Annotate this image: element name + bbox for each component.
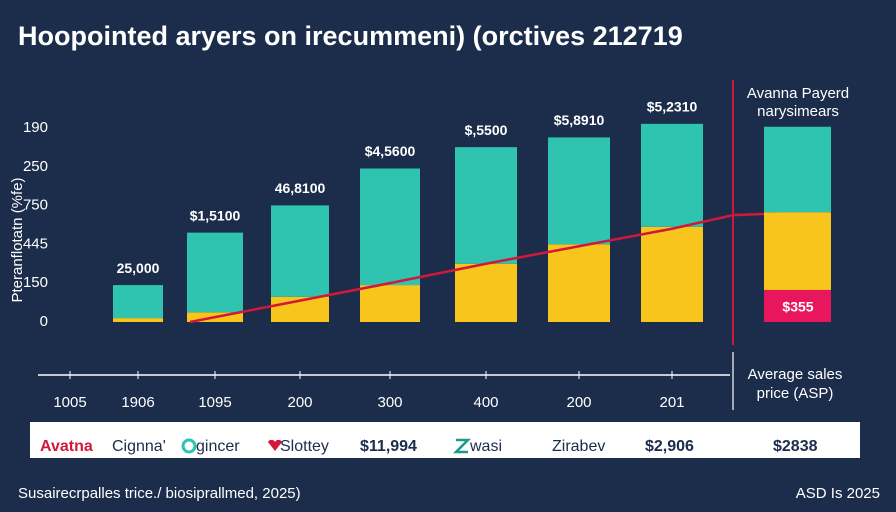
legend-item: Avatna xyxy=(40,438,93,455)
bar-segment xyxy=(548,244,610,322)
side-segment xyxy=(764,289,831,322)
y-tick-label: 190 xyxy=(23,119,48,136)
y-tick-label: 0 xyxy=(40,313,48,330)
trend-line xyxy=(189,210,831,324)
bar-label: $4,5600 xyxy=(365,143,416,159)
bar-segment xyxy=(455,263,517,322)
bar-label: $5,8910 xyxy=(554,112,605,128)
bar-label: $1,5100 xyxy=(190,207,241,223)
y-tick-label: 150 xyxy=(23,274,48,291)
bar-segment xyxy=(360,285,420,322)
legend-item: $2838 xyxy=(773,438,818,455)
legend-item: $11,994 xyxy=(360,438,417,455)
side-segment xyxy=(764,212,831,290)
legend-item: $2,906 xyxy=(645,438,694,455)
bar-segment xyxy=(548,137,610,245)
bar-label: $5,2310 xyxy=(647,99,698,115)
bar-label: $,5500 xyxy=(465,122,508,138)
side-caption: price (ASP) xyxy=(757,385,834,402)
icon xyxy=(181,438,197,454)
bar-label: 25,000 xyxy=(117,260,160,276)
y-axis-label: Pteranflotatn (%fe) xyxy=(9,177,26,302)
bar-segment xyxy=(641,226,703,322)
y-tick-label: 250 xyxy=(23,158,48,175)
bar-segment xyxy=(360,168,420,286)
icon xyxy=(268,439,282,451)
legend-item: Slottey xyxy=(280,438,329,455)
bar-segment xyxy=(113,318,163,322)
x-tick-label: 400 xyxy=(473,394,498,411)
icon xyxy=(452,438,472,454)
chart-title: Hoopointed aryers on irecummeni) (orctiv… xyxy=(18,21,683,51)
x-tick-label: 300 xyxy=(377,394,402,411)
bar-segment xyxy=(187,232,243,313)
bar-segment xyxy=(641,123,703,227)
x-tick-label: 200 xyxy=(287,394,312,411)
side-title: narysimears xyxy=(757,103,839,120)
legend-strip xyxy=(30,422,860,458)
side-label: $355 xyxy=(782,299,813,315)
x-tick-label: 200 xyxy=(566,394,591,411)
x-tick-label: 201 xyxy=(659,394,684,411)
side-title: Avanna Payerd xyxy=(747,85,849,102)
bar-segment xyxy=(271,205,329,297)
side-segment xyxy=(764,126,831,213)
legend-item: wasi xyxy=(469,438,502,455)
side-caption: Average sales xyxy=(748,366,843,383)
bar-segment xyxy=(113,285,163,319)
x-tick-label: 1005 xyxy=(53,394,86,411)
legend-item: Cignna' xyxy=(112,438,166,455)
bar-label: 46,8100 xyxy=(275,180,326,196)
y-tick-label: 750 xyxy=(23,197,48,214)
y-tick-label: 445 xyxy=(23,235,48,252)
legend-item: gincer xyxy=(196,438,240,455)
bar-segment xyxy=(455,147,517,264)
x-tick-label: 1906 xyxy=(121,394,154,411)
footer-right: ASD Is 2025 xyxy=(796,485,880,502)
legend-item: Zirabev xyxy=(552,438,605,455)
x-tick-label: 1095 xyxy=(198,394,231,411)
footer-left: Susairecrpalles trice./ biosiprallmed, 2… xyxy=(18,485,301,502)
